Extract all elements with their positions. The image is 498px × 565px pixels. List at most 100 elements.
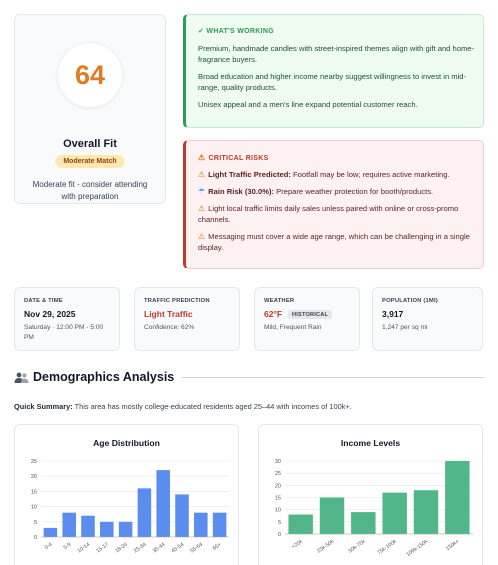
time-range: Saturday · 12:00 PM - 5:00 PM: [24, 324, 104, 341]
weather-label: WEATHER: [264, 298, 295, 304]
x-tick-label: 25k-50k: [316, 539, 335, 555]
y-tick-label: 25: [275, 471, 281, 477]
section-divider: [182, 376, 484, 378]
date-time-label: DATE & TIME: [24, 298, 63, 304]
bar: [194, 512, 208, 537]
bar: [319, 497, 345, 534]
bar: [212, 512, 227, 537]
income-levels-chart: Income Levels 0 5 10 15 20 25 30 <25k 25k-50k 50k…: [258, 424, 483, 565]
x-tick-label: <25k: [291, 539, 304, 551]
chart-title: Income Levels: [340, 438, 401, 448]
population-density: 1,247 per sq mi: [382, 324, 428, 331]
quick-summary-label: Quick Summary:: [14, 402, 73, 411]
whats-working-panel: ✓ WHAT'S WORKING Premium, handmade candl…: [183, 14, 484, 128]
y-tick-label: 5: [34, 520, 37, 526]
y-tick-label: 0: [278, 532, 281, 538]
overall-fit-card: 64 Overall Fit Moderate Match Moderate f…: [14, 14, 166, 204]
y-tick-label: 25: [31, 459, 37, 465]
bar: [118, 521, 133, 537]
x-tick-label: 35-44: [152, 542, 167, 555]
income-chart-plot: 0 5 10 15 20 25 30 <25k 25k-50k 50k-75k 75k-100k 10…: [275, 459, 473, 558]
y-tick-label: 5: [278, 520, 281, 526]
bar: [351, 512, 376, 534]
working-item: Broad education and higher income nearby…: [198, 72, 467, 92]
score-value: 64: [57, 42, 123, 108]
date-value: Nov 29, 2025: [24, 309, 76, 319]
warning-icon: ⚠: [198, 204, 206, 213]
rain-icon: ☂: [198, 187, 206, 196]
population-label: POPULATION (1MI): [382, 298, 438, 304]
whats-working-list: Premium, handmade candles with street-in…: [198, 43, 475, 116]
bar: [413, 490, 439, 534]
risk-item-bold: Light Traffic Predicted:: [208, 170, 291, 179]
y-tick-label: 15: [31, 489, 37, 495]
chart-title: Age Distribution: [93, 438, 160, 448]
bar: [382, 492, 407, 534]
x-tick-label: 18-24: [114, 542, 129, 555]
risk-item-text: Messaging must cover a wide age range, w…: [198, 232, 470, 252]
x-tick-label: 5-9: [63, 542, 73, 551]
x-tick-label: 55-64: [189, 542, 204, 555]
weather-description: Mild, Frequent Rain: [264, 324, 322, 331]
risk-item-text: Prepare weather protection for booth/pro…: [274, 187, 434, 196]
traffic-value: Light Traffic: [144, 309, 193, 319]
y-tick-label: 10: [31, 505, 37, 511]
traffic-label: TRAFFIC PREDICTION: [144, 298, 210, 304]
risk-item: ☂ Rain Risk (30.0%): Prepare weather prot…: [198, 186, 475, 197]
quick-summary-text: This area has mostly college-educated re…: [72, 402, 352, 411]
whats-working-heading: ✓ WHAT'S WORKING: [198, 28, 274, 35]
bar: [445, 461, 470, 534]
x-tick-label: 65+: [212, 542, 223, 552]
population-card: POPULATION (1MI) 3,917 1,247 per sq mi: [372, 287, 483, 351]
bar: [62, 512, 76, 537]
y-tick-label: 0: [34, 535, 37, 541]
y-tick-label: 20: [31, 474, 37, 480]
critical-risks-list: ⚠ Light Traffic Predicted: Footfall may b…: [198, 169, 475, 259]
historical-tag: HISTORICAL: [288, 310, 333, 320]
bar: [137, 488, 152, 537]
risk-item: ⚠ Messaging must cover a wide age range, …: [198, 231, 475, 253]
x-tick-label: 0-4: [44, 542, 54, 551]
score-description: Moderate fit - consider attending with p…: [32, 180, 148, 201]
bar: [81, 515, 95, 537]
risk-item-text: Footfall may be low; requires active mar…: [290, 170, 450, 179]
warning-icon: ⚠: [198, 232, 206, 241]
x-tick-label: 100k-150k: [405, 539, 429, 558]
age-distribution-chart: Age Distribution 0 5 10 15 20 25 0-4 5-9 10-14 15…: [14, 424, 239, 565]
x-tick-label: 10-14: [77, 542, 92, 555]
working-item: Premium, handmade candles with street-in…: [198, 44, 475, 64]
demographics-title: Demographics Analysis: [33, 370, 175, 384]
y-tick-label: 15: [275, 496, 281, 502]
traffic-confidence: Confidence: 62%: [144, 324, 195, 331]
y-tick-label: 20: [275, 483, 281, 489]
warning-icon: ⚠: [198, 153, 206, 162]
score-title: Overall Fit: [63, 138, 117, 150]
y-tick-label: 30: [275, 459, 281, 465]
y-tick-label: 10: [275, 508, 281, 514]
people-icon: [14, 371, 29, 383]
risk-item-text: Light local traffic limits daily sales u…: [198, 204, 459, 224]
weather-value-row: 62°F HISTORICAL: [264, 309, 333, 320]
x-tick-label: 45-54: [171, 542, 186, 555]
x-tick-label: 50k-75k: [348, 539, 367, 555]
bar: [175, 494, 189, 537]
bar: [43, 527, 58, 537]
weather-temperature: 62°F: [264, 309, 283, 319]
risk-item-bold: Rain Risk (30.0%):: [208, 187, 275, 196]
x-tick-label: 150k+: [445, 539, 460, 552]
critical-risks-heading: ⚠ CRITICAL RISKS: [198, 153, 269, 162]
population-value: 3,917: [382, 309, 404, 319]
weather-card: WEATHER 62°F HISTORICAL Mild, Frequent Ra…: [254, 287, 360, 351]
critical-risks-title: CRITICAL RISKS: [208, 155, 269, 162]
bar: [288, 514, 313, 534]
demographics-header: Demographics Analysis: [14, 370, 484, 384]
risk-item: ⚠ Light local traffic limits daily sales …: [198, 203, 475, 225]
match-badge: Moderate Match: [55, 155, 125, 168]
risk-item: ⚠ Light Traffic Predicted: Footfall may b…: [198, 169, 475, 180]
critical-risks-panel: ⚠ CRITICAL RISKS ⚠ Light Traffic Predicted…: [183, 140, 484, 269]
bar: [100, 521, 114, 537]
warning-icon: ⚠: [198, 170, 206, 179]
working-item: Unisex appeal and a men's line expand po…: [198, 100, 418, 109]
age-chart-plot: 0 5 10 15 20 25 0-4 5-9 10-14 15-17 18-24 25-34 35-4…: [31, 459, 229, 555]
x-tick-label: 15-17: [95, 542, 110, 555]
